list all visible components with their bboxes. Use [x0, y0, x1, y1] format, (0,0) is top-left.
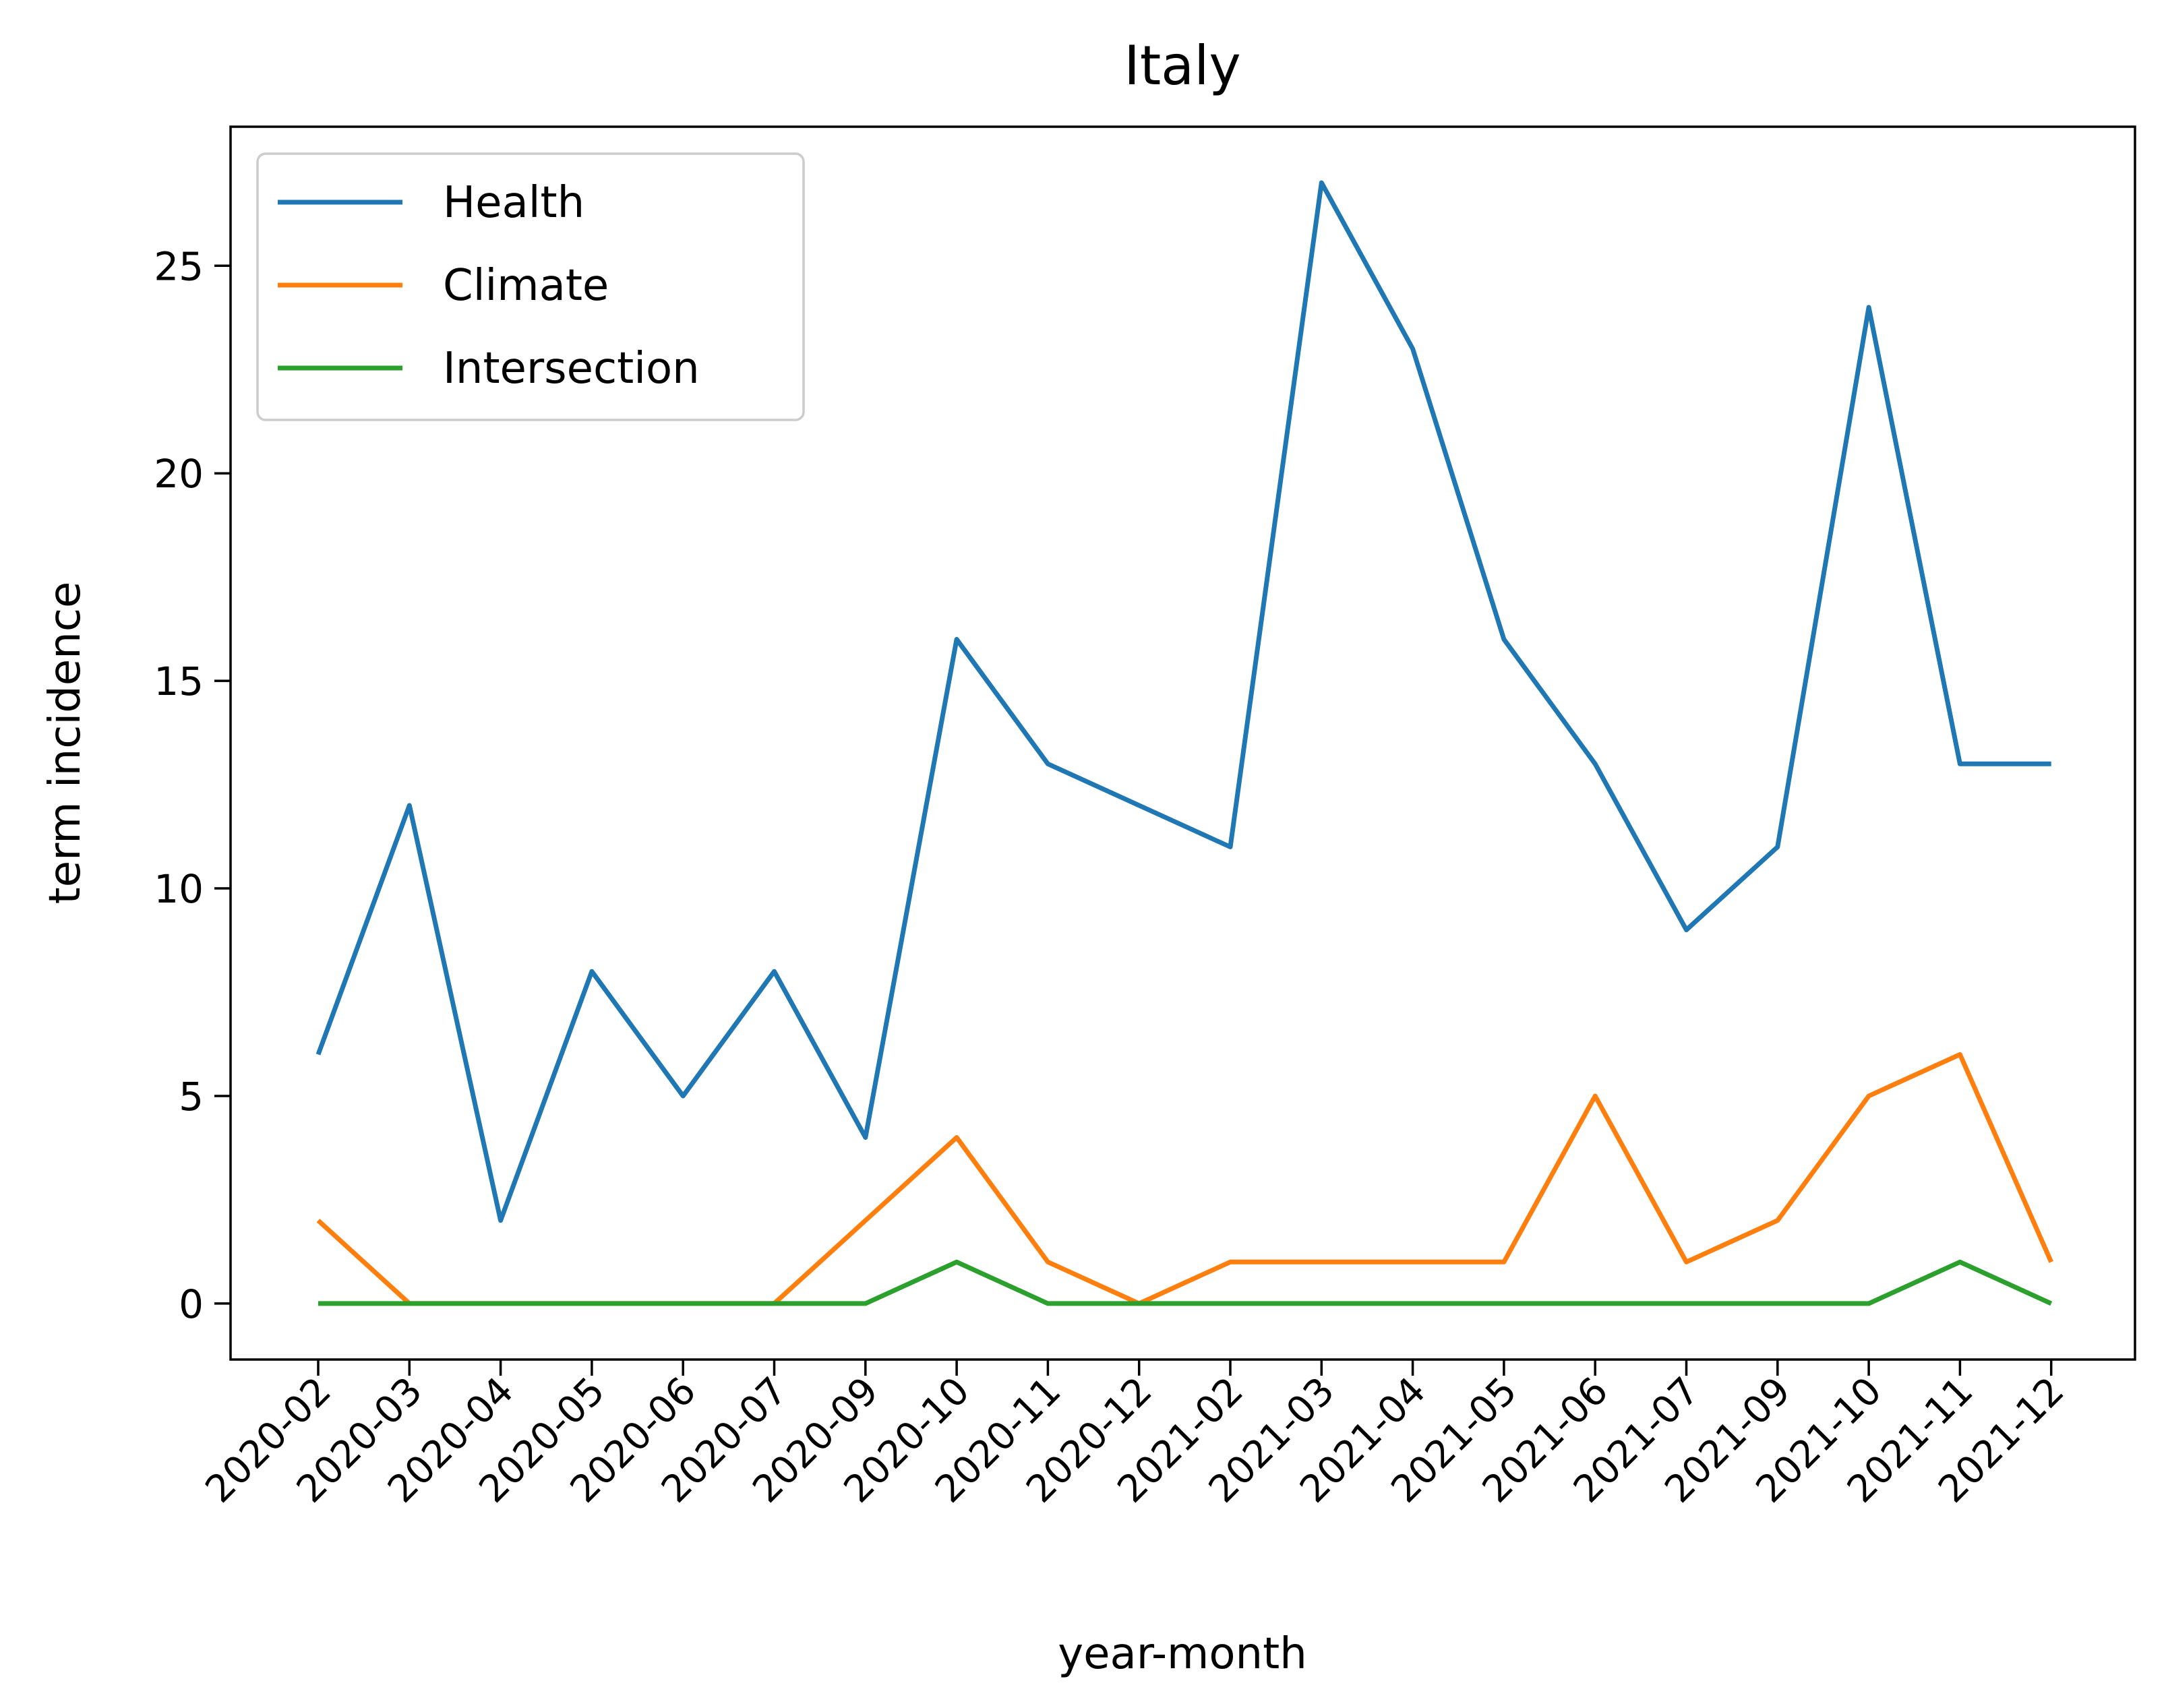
- legend-label-health: Health: [443, 178, 584, 228]
- series-line-intersection: [318, 1259, 2053, 1306]
- y-ticks: 0 5 10 15 20 25: [154, 243, 231, 1327]
- series-layer: [315, 180, 2053, 1306]
- legend-box: [256, 152, 805, 421]
- y-tick-label: 0: [179, 1281, 204, 1327]
- legend-items: Health Climate Intersection: [278, 178, 700, 394]
- y-axis-label: term incidence: [40, 582, 90, 905]
- y-tick-label: 20: [154, 451, 204, 497]
- legend-label-intersection: Intersection: [443, 344, 700, 394]
- y-tick-label: 5: [179, 1074, 204, 1120]
- legend: Health Climate Intersection: [256, 152, 805, 421]
- plot-frame: [229, 125, 2136, 1361]
- chart-title: Italy: [1124, 34, 1241, 97]
- y-tick-label: 25: [154, 243, 204, 289]
- x-axis-label: year-month: [1058, 1629, 1307, 1679]
- series-line-health: [315, 180, 2051, 1223]
- legend-label-climate: Climate: [443, 261, 609, 311]
- y-tick-label: 15: [154, 659, 204, 704]
- y-tick-label: 10: [154, 866, 204, 912]
